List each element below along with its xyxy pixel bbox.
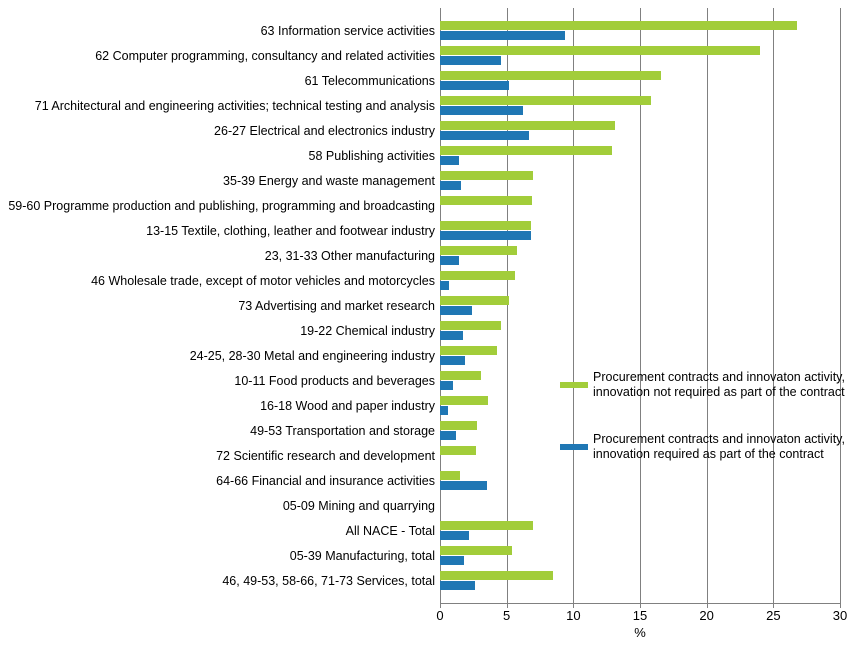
y-tick-label: 26-27 Electrical and electronics industr…: [0, 124, 435, 138]
y-tick-label: 63 Information service activities: [0, 24, 435, 38]
x-tick-label: 0: [425, 608, 455, 623]
y-tick-label: 59-60 Programme production and publishin…: [0, 199, 435, 213]
bar-required: [440, 156, 459, 165]
y-tick-label: 13-15 Textile, clothing, leather and foo…: [0, 224, 435, 238]
y-tick-label: 05-09 Mining and quarrying: [0, 499, 435, 513]
bar-not-required: [440, 446, 476, 455]
y-tick-label: 24-25, 28-30 Metal and engineering indus…: [0, 349, 435, 363]
bar-required: [440, 181, 461, 190]
y-tick-label: 35-39 Energy and waste management: [0, 174, 435, 188]
chart-container: 63 Information service activities 62 Comp…: [0, 0, 864, 645]
y-tick-label: 71 Architectural and engineering activit…: [0, 99, 435, 113]
bar-not-required: [440, 146, 612, 155]
legend-swatch: [560, 382, 588, 388]
bar-not-required: [440, 421, 477, 430]
bar-not-required: [440, 521, 533, 530]
bar-not-required: [440, 471, 460, 480]
bar-required: [440, 356, 465, 365]
bar-not-required: [440, 121, 615, 130]
x-tick-label: 15: [625, 608, 655, 623]
bar-not-required: [440, 221, 531, 230]
x-axis-title: %: [440, 625, 840, 640]
bar-required: [440, 381, 453, 390]
bar-not-required: [440, 346, 497, 355]
bar-required: [440, 31, 565, 40]
y-tick-label: 64-66 Financial and insurance activities: [0, 474, 435, 488]
y-tick-label: 49-53 Transportation and storage: [0, 424, 435, 438]
bar-required: [440, 581, 475, 590]
y-tick-label: 46, 49-53, 58-66, 71-73 Services, total: [0, 574, 435, 588]
bar-required: [440, 56, 501, 65]
bar-not-required: [440, 546, 512, 555]
bar-not-required: [440, 71, 661, 80]
bar-not-required: [440, 21, 797, 30]
y-tick-label: 16-18 Wood and paper industry: [0, 399, 435, 413]
x-tick-label: 10: [558, 608, 588, 623]
bar-required: [440, 406, 448, 415]
legend-swatch: [560, 444, 588, 450]
bar-required: [440, 481, 487, 490]
legend-label: Procurement contracts and innovaton acti…: [593, 432, 850, 462]
bar-required: [440, 256, 459, 265]
bar-required: [440, 556, 464, 565]
bar-required: [440, 231, 531, 240]
y-tick-label: 46 Wholesale trade, except of motor vehi…: [0, 274, 435, 288]
x-tick-label: 5: [492, 608, 522, 623]
grid-line: [707, 8, 708, 603]
y-tick-label: 19-22 Chemical industry: [0, 324, 435, 338]
x-tick-label: 25: [758, 608, 788, 623]
bar-not-required: [440, 271, 515, 280]
bar-required: [440, 331, 463, 340]
bar-not-required: [440, 396, 488, 405]
bar-not-required: [440, 196, 532, 205]
grid-line: [840, 8, 841, 603]
y-tick-label: 72 Scientific research and development: [0, 449, 435, 463]
bar-not-required: [440, 371, 481, 380]
bar-required: [440, 81, 509, 90]
bar-not-required: [440, 171, 533, 180]
y-tick-label: 05-39 Manufacturing, total: [0, 549, 435, 563]
bar-required: [440, 306, 472, 315]
y-tick-label: All NACE - Total: [0, 524, 435, 538]
x-tick-label: 20: [692, 608, 722, 623]
y-tick-label: 23, 31-33 Other manufacturing: [0, 249, 435, 263]
bar-not-required: [440, 46, 760, 55]
bar-not-required: [440, 246, 517, 255]
y-tick-label: 61 Telecommunications: [0, 74, 435, 88]
bar-required: [440, 131, 529, 140]
bar-not-required: [440, 96, 651, 105]
plot-area: [440, 8, 840, 604]
bar-not-required: [440, 296, 509, 305]
bar-required: [440, 106, 523, 115]
legend-entry: Procurement contracts and innovaton acti…: [560, 370, 850, 400]
y-tick-label: 62 Computer programming, consultancy and…: [0, 49, 435, 63]
legend-entry: Procurement contracts and innovaton acti…: [560, 432, 850, 462]
y-tick-label: 10-11 Food products and beverages: [0, 374, 435, 388]
bar-required: [440, 531, 469, 540]
bar-not-required: [440, 321, 501, 330]
x-tick-label: 30: [825, 608, 855, 623]
grid-line: [773, 8, 774, 603]
bar-required: [440, 431, 456, 440]
bar-required: [440, 281, 449, 290]
legend-label: Procurement contracts and innovaton acti…: [593, 370, 850, 400]
y-tick-label: 58 Publishing activities: [0, 149, 435, 163]
bar-not-required: [440, 571, 553, 580]
y-tick-label: 73 Advertising and market research: [0, 299, 435, 313]
